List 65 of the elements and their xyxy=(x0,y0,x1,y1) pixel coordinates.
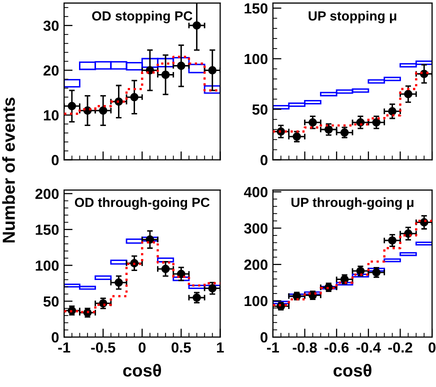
point xyxy=(388,236,396,245)
bar xyxy=(336,282,354,286)
y-tick-label: 50 xyxy=(43,296,59,307)
y-tick-label: 400 xyxy=(244,186,268,198)
y-tick-label: 100 xyxy=(244,54,268,64)
y-tick-label: 300 xyxy=(244,223,268,234)
x-tick-label: 0 xyxy=(138,342,146,353)
y-tick-label: 200 xyxy=(244,260,268,270)
y-tick-label: 50 xyxy=(252,104,268,115)
point xyxy=(114,278,123,287)
x-tick-label: 0.5 xyxy=(172,342,191,353)
bar xyxy=(110,260,128,265)
point xyxy=(372,118,381,127)
y-tick-label: 0 xyxy=(260,332,268,343)
bar xyxy=(94,275,112,280)
y-tick-label: 100 xyxy=(244,296,268,306)
x-tick-label: -0.4 xyxy=(356,342,381,353)
x-tick-label: -0.6 xyxy=(324,342,349,353)
point xyxy=(98,106,108,115)
bar xyxy=(272,300,290,304)
y-axis-title: Number of events xyxy=(2,98,15,242)
x-tick-label: -0.5 xyxy=(91,342,116,353)
x-tick-label: 1 xyxy=(217,342,224,353)
bar xyxy=(157,257,174,262)
x-tick-label: -1 xyxy=(267,342,280,353)
bar xyxy=(415,242,432,246)
text: OD stopping PC xyxy=(92,10,192,24)
text: UP through-going μ xyxy=(291,197,414,210)
y-tick-label: 150 xyxy=(244,3,268,14)
point xyxy=(308,118,317,127)
point xyxy=(192,21,201,30)
x-axis-title: cosθ xyxy=(334,364,372,377)
point xyxy=(146,235,154,244)
point xyxy=(130,92,138,102)
y-tick-label: 0 xyxy=(260,154,268,166)
point xyxy=(208,284,217,292)
bar xyxy=(188,64,206,74)
point xyxy=(68,102,76,110)
x-tick-label: -0.2 xyxy=(388,342,412,353)
y-tick-label: 0 xyxy=(52,332,59,343)
y-tick-label: 0 xyxy=(52,154,59,166)
text: UP stopping μ xyxy=(308,10,396,24)
bar xyxy=(64,78,80,88)
y-tick-label: 30 xyxy=(43,20,59,31)
point xyxy=(208,66,217,74)
bar xyxy=(384,258,401,262)
y-tick-label: 10 xyxy=(44,110,59,120)
x-tick-label: -1 xyxy=(58,342,70,353)
y-tick-label: 200 xyxy=(35,188,59,200)
text: OD through-going PC xyxy=(74,197,210,210)
x-axis-title: cosθ xyxy=(123,364,162,377)
y-tick-label: 150 xyxy=(36,224,59,235)
y-tick-label: 100 xyxy=(36,260,59,271)
point xyxy=(324,125,333,134)
bar xyxy=(204,85,220,94)
y-tick-label: 20 xyxy=(44,65,59,76)
point xyxy=(161,264,170,274)
bar xyxy=(400,252,417,256)
bar xyxy=(126,238,143,244)
point xyxy=(176,270,186,278)
bar xyxy=(352,274,370,278)
point xyxy=(388,107,396,116)
x-tick-label: 0 xyxy=(428,342,436,353)
point xyxy=(161,70,170,79)
x-tick-label: -0.8 xyxy=(292,342,317,353)
